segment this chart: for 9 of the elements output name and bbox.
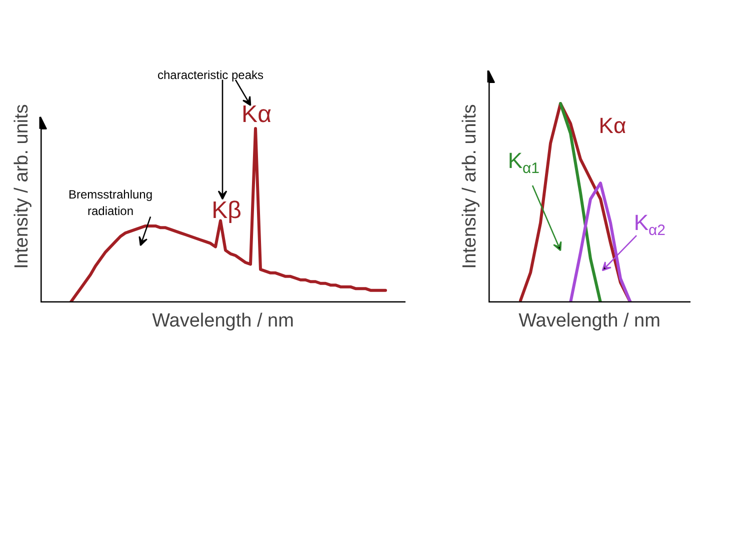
x-axis-title: Wavelength / nm <box>518 310 660 332</box>
x-axis-title: Wavelength / nm <box>152 310 294 332</box>
series-label: Kα <box>598 113 626 138</box>
text: Kα <box>242 101 272 128</box>
text: characteristic peaks <box>157 68 264 82</box>
y-axis-title: Intensity / arb. units <box>12 104 32 269</box>
annotation: Bremsstrahlung radiation <box>68 187 153 218</box>
y-axis-title: Intensity / arb. units <box>460 104 480 269</box>
annotation: Kβ <box>212 197 242 224</box>
